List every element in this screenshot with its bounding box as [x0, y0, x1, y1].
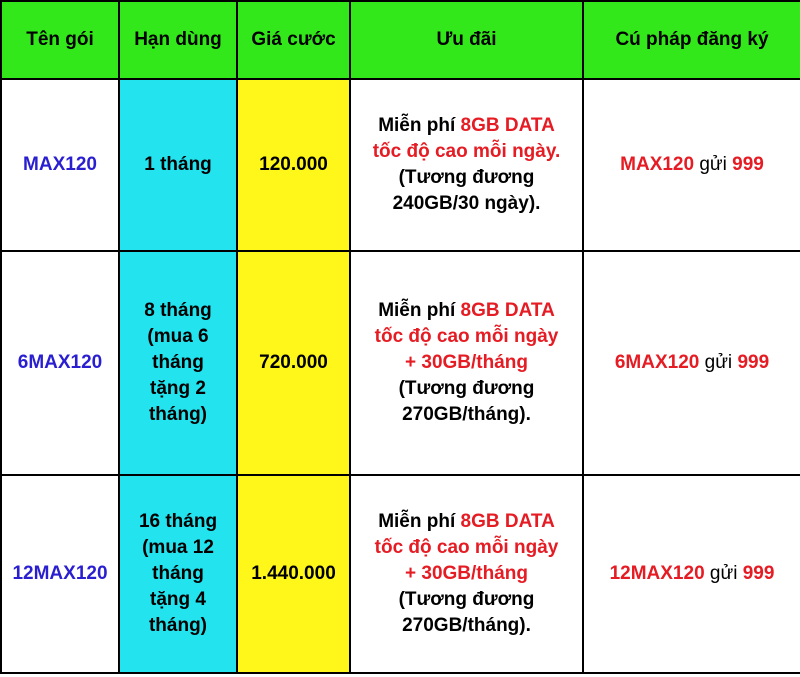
- offer-bonus: + 30GB/tháng: [405, 352, 528, 373]
- offer-equiv: (Tương đương: [398, 378, 535, 399]
- syntax-send: gửi: [704, 563, 743, 584]
- header-offer: Ưu đãi: [349, 0, 584, 80]
- offer-bonus: + 30GB/tháng: [405, 563, 528, 584]
- table-row: 6MAX120 8 tháng (mua 6 tháng tặng 2 thán…: [0, 250, 800, 476]
- price-cell: 120.000: [236, 78, 351, 252]
- syntax-code: MAX120: [620, 154, 695, 175]
- offer-data: 8GB DATA: [460, 115, 555, 136]
- offer-equiv-end: ).: [519, 615, 531, 636]
- offer-cell: Miễn phí 8GB DATA tốc độ cao mỗi ngày + …: [349, 474, 584, 674]
- syntax-number: 999: [737, 352, 770, 373]
- header-package-name: Tên gói: [0, 0, 120, 80]
- offer-equiv: (Tương đương: [398, 167, 535, 188]
- syntax-cell: 6MAX120 gửi 999: [582, 250, 800, 476]
- package-name: MAX120: [0, 78, 120, 252]
- syntax-number: 999: [742, 563, 775, 584]
- header-syntax: Cú pháp đăng ký: [582, 0, 800, 80]
- duration-line: (mua 6: [147, 326, 209, 347]
- header-price: Giá cước: [236, 0, 351, 80]
- duration-line: 8 tháng: [144, 300, 212, 321]
- offer-data: 8GB DATA: [460, 300, 555, 321]
- price-cell: 1.440.000: [236, 474, 351, 674]
- header-row: Tên gói Hạn dùng Giá cước Ưu đãi Cú pháp…: [0, 0, 800, 80]
- offer-data: 8GB DATA: [460, 511, 555, 532]
- syntax-cell: 12MAX120 gửi 999: [582, 474, 800, 674]
- syntax-number: 999: [732, 154, 764, 175]
- syntax-cell: MAX120 gửi 999: [582, 78, 800, 252]
- offer-cell: Miễn phí 8GB DATA tốc độ cao mỗi ngày + …: [349, 250, 584, 476]
- offer-equiv-amount: 270GB/tháng: [402, 615, 520, 636]
- offer-speed: tốc độ cao mỗi ngày: [374, 326, 559, 347]
- offer-cell: Miễn phí 8GB DATA tốc độ cao mỗi ngày. (…: [349, 78, 584, 252]
- duration-line: 1 tháng: [144, 154, 212, 175]
- syntax-send: gửi: [694, 154, 733, 175]
- offer-prefix: Miễn phí: [378, 115, 461, 136]
- duration-line: 16 tháng: [138, 511, 218, 532]
- offer-equiv-end: ).: [519, 404, 531, 425]
- offer-equiv-amount: 270GB/tháng: [402, 404, 520, 425]
- duration-line: tặng 4: [150, 589, 206, 610]
- duration-cell: 1 tháng: [118, 78, 238, 252]
- syntax-send: gửi: [699, 352, 738, 373]
- duration-line: tháng): [148, 615, 208, 636]
- duration-cell: 16 tháng (mua 12 tháng tặng 4 tháng): [118, 474, 238, 674]
- price-cell: 720.000: [236, 250, 351, 476]
- package-name: 6MAX120: [0, 250, 120, 476]
- offer-speed: tốc độ cao mỗi ngày: [374, 537, 559, 558]
- duration-line: tháng): [148, 404, 208, 425]
- duration-line: tháng: [152, 352, 204, 373]
- syntax-code: 12MAX120: [609, 563, 705, 584]
- duration-cell: 8 tháng (mua 6 tháng tặng 2 tháng): [118, 250, 238, 476]
- table-row: MAX120 1 tháng 120.000 Miễn phí 8GB DATA…: [0, 78, 800, 252]
- offer-prefix: Miễn phí: [378, 300, 461, 321]
- duration-line: tặng 2: [150, 378, 206, 399]
- offer-equiv-end: ).: [528, 193, 541, 214]
- offer-speed: tốc độ cao mỗi ngày.: [372, 141, 561, 162]
- table-row: 12MAX120 16 tháng (mua 12 tháng tặng 4 t…: [0, 474, 800, 674]
- offer-equiv-amount: 240GB/30 ngày: [392, 193, 529, 214]
- offer-equiv: (Tương đương: [398, 589, 535, 610]
- package-name: 12MAX120: [0, 474, 120, 674]
- syntax-code: 6MAX120: [614, 352, 700, 373]
- duration-line: (mua 12: [142, 537, 214, 558]
- offer-prefix: Miễn phí: [378, 511, 461, 532]
- header-duration: Hạn dùng: [118, 0, 238, 80]
- duration-line: tháng: [152, 563, 204, 584]
